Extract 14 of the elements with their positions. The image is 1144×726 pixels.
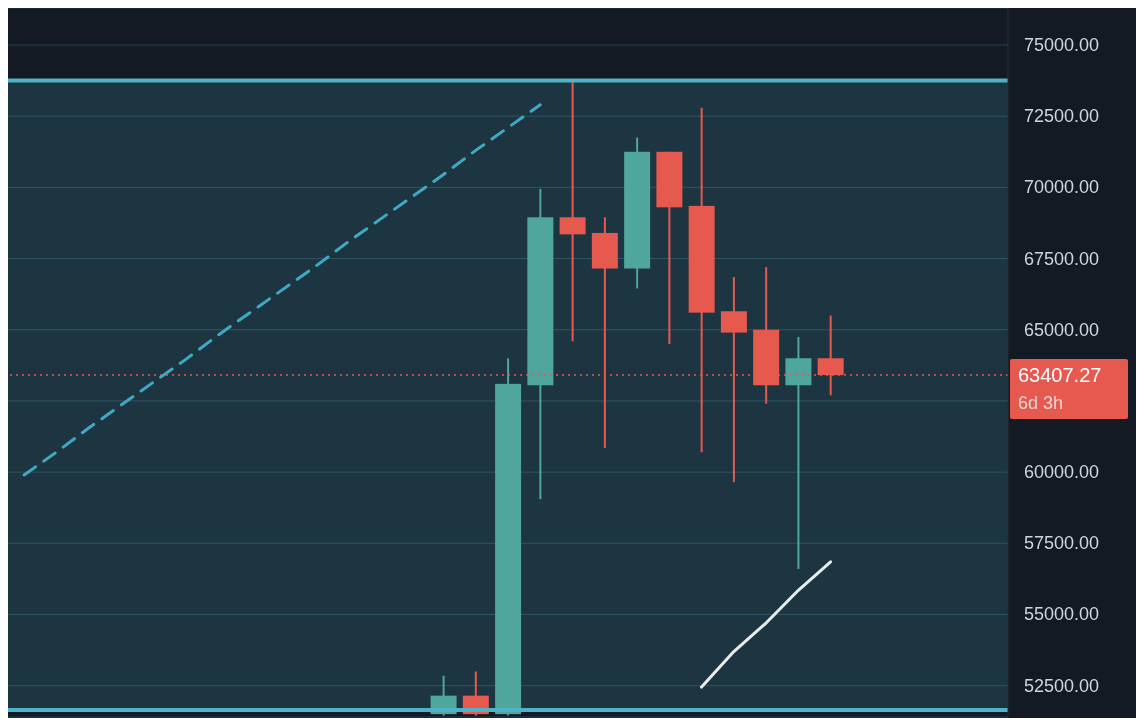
line-series: [22, 103, 542, 477]
y-tick-label: 55000.00: [1024, 604, 1100, 625]
candlestick: [785, 335, 812, 570]
y-tick-label: 57500.00: [1024, 533, 1100, 554]
y-tick-label: 60000.00: [1024, 462, 1100, 483]
y-tick-label: 75000.00: [1024, 35, 1100, 56]
y-tick-label: 72500.00: [1024, 106, 1100, 127]
y-tick-label: 70000.00: [1024, 177, 1100, 198]
y-tick-label: 52500.00: [1024, 675, 1100, 696]
y-tick-label: 65000.00: [1024, 319, 1100, 340]
y-tick-label: 67500.00: [1024, 248, 1100, 269]
ref-line-label: 63407.27: [1018, 364, 1102, 387]
text: 6d 3h: [1018, 393, 1064, 414]
line-series: [700, 560, 833, 689]
